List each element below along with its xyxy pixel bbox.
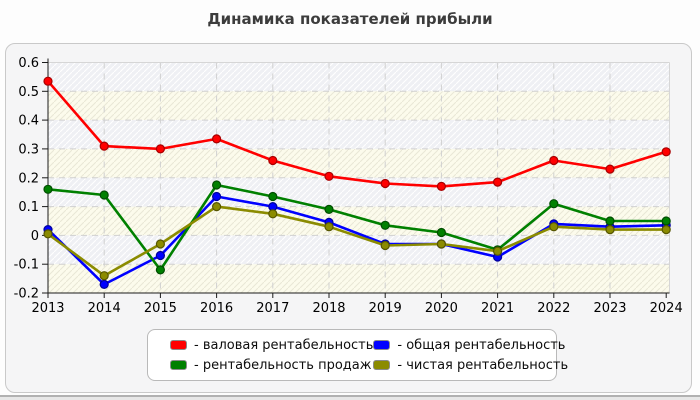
legend-item: - чистая рентабельность (373, 358, 568, 373)
svg-text:0.5: 0.5 (18, 85, 39, 100)
bottom-strip-fill (0, 397, 700, 400)
svg-text:0: 0 (31, 229, 39, 244)
svg-text:2015: 2015 (144, 301, 177, 316)
legend-swatch-icon (170, 360, 187, 370)
chart-legend: - валовая рентабельность - рентабельность… (147, 329, 568, 381)
svg-text:2018: 2018 (312, 301, 345, 316)
svg-text:2020: 2020 (425, 301, 458, 316)
legend-swatch-icon (170, 340, 187, 350)
svg-text:-0.1: -0.1 (14, 258, 39, 273)
svg-text:2021: 2021 (481, 301, 514, 316)
svg-text:0.6: 0.6 (18, 56, 39, 71)
svg-text:2023: 2023 (593, 301, 626, 316)
chart-title: Динамика показателей прибыли (207, 10, 493, 28)
svg-text:2014: 2014 (88, 301, 121, 316)
bottom-strip-line (0, 395, 700, 397)
svg-text:0.1: 0.1 (18, 200, 39, 215)
legend-swatch-icon (373, 360, 391, 370)
svg-text:2019: 2019 (369, 301, 402, 316)
legend-label: - общая рентабельность (397, 337, 566, 353)
svg-text:2016: 2016 (200, 301, 233, 316)
legend-label: - валовая рентабельность (194, 337, 374, 353)
svg-text:0.4: 0.4 (18, 114, 39, 129)
svg-text:2017: 2017 (256, 301, 289, 316)
legend-label: - рентабельность продаж (194, 357, 372, 373)
legend-item: - валовая рентабельность (170, 338, 373, 353)
svg-text:2022: 2022 (537, 301, 570, 316)
bottom-strip (0, 394, 700, 400)
legend-swatch-icon (373, 340, 391, 350)
svg-text:2024: 2024 (650, 301, 683, 316)
legend-item: - общая рентабельность (373, 338, 568, 353)
legend-item: - рентабельность продаж (170, 358, 373, 373)
svg-text:2013: 2013 (31, 301, 64, 316)
svg-text:0.3: 0.3 (18, 142, 39, 157)
svg-text:-0.2: -0.2 (14, 287, 39, 302)
legend-label: - чистая рентабельность (397, 357, 569, 373)
svg-text:0.2: 0.2 (18, 171, 39, 186)
